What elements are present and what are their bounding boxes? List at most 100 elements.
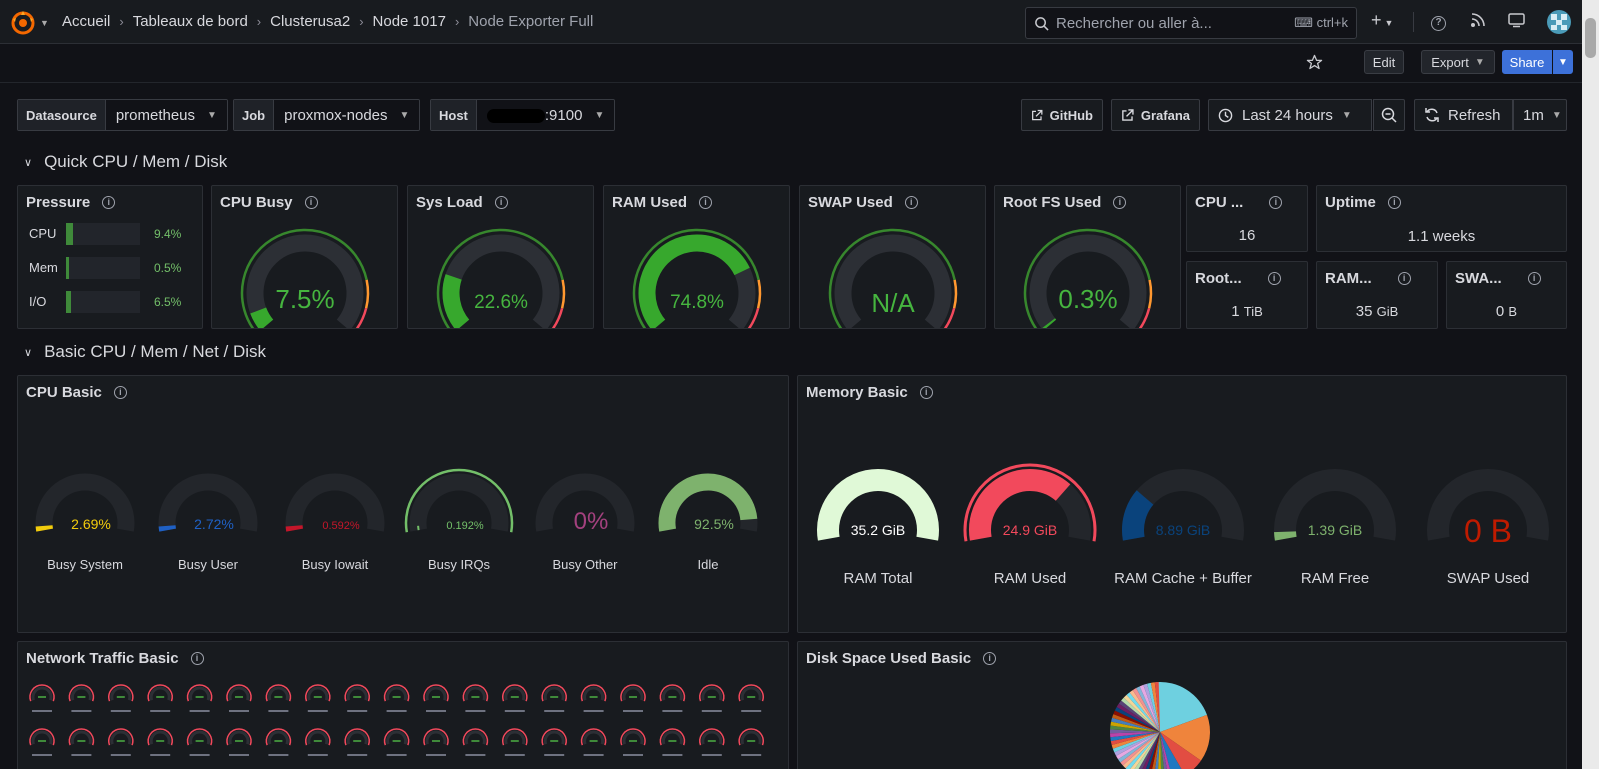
redacted-area xyxy=(486,108,545,123)
info-icon[interactable]: i xyxy=(1267,272,1281,285)
gauge-threshold-ring xyxy=(436,228,566,328)
scrollbar-thumb[interactable] xyxy=(1585,18,1596,58)
gauge-track xyxy=(622,686,644,701)
shortcut-label: ctrl+k xyxy=(1316,15,1348,30)
gauge-chart: 0.3% xyxy=(1023,228,1153,328)
gauge-threshold-ring xyxy=(423,684,449,702)
panel-cpu-cores[interactable]: CPU ... i 16 xyxy=(1186,185,1308,252)
variable-job[interactable]: Job proxmox-nodes ▼ xyxy=(233,99,421,131)
gauge-label-mark xyxy=(110,710,131,712)
gauge-threshold-ring xyxy=(108,728,134,746)
variable-host[interactable]: Host :9100 ▼ xyxy=(430,99,616,131)
info-icon[interactable]: i xyxy=(190,652,204,665)
news-rss-icon[interactable] xyxy=(1470,12,1486,32)
info-icon[interactable]: i xyxy=(1387,196,1401,209)
gauge-threshold-red xyxy=(551,307,564,328)
info-icon[interactable]: i xyxy=(1269,196,1283,209)
panel-uptime[interactable]: Uptime i 1.1 weeks xyxy=(1316,185,1567,252)
search-input[interactable]: Rechercher ou aller à... ⌨ ctrl+k xyxy=(1025,7,1357,39)
panel-title-text: Sys Load xyxy=(416,194,483,211)
panel-pressure[interactable]: Pressure i CPU 9.4% Mem 0.5% I/O 6.5% xyxy=(17,185,203,329)
clock-icon xyxy=(1218,108,1233,122)
gauge-value-mark xyxy=(432,740,440,742)
time-range-picker[interactable]: Last 24 hours ▼ xyxy=(1208,99,1372,131)
grafana-logo[interactable]: ▼ xyxy=(10,10,50,36)
zoom-out-button[interactable] xyxy=(1373,99,1405,131)
panel-disk-space-used-basic[interactable]: Disk Space Used Basic i xyxy=(797,641,1567,769)
page-scrollbar[interactable] xyxy=(1582,0,1599,769)
info-icon[interactable]: i xyxy=(919,386,933,399)
info-icon[interactable]: i xyxy=(1527,272,1541,285)
github-link-button[interactable]: GitHub xyxy=(1021,99,1103,131)
export-button[interactable]: Export ▼ xyxy=(1421,50,1495,74)
panel-memory-basic[interactable]: Memory Basic i 35.2 GiB RAM Total 24.9 GiB R… xyxy=(797,375,1567,633)
gauge-track xyxy=(464,686,486,701)
gauge-value-arc xyxy=(658,473,758,532)
breadcrumb-home[interactable]: Accueil xyxy=(62,13,111,30)
panel-title: CPU Basic i xyxy=(26,384,127,401)
network-mini-gauge xyxy=(462,684,489,712)
panel-root-fs-used[interactable]: Root FS Used i 0.3% xyxy=(994,185,1181,329)
refresh-button[interactable]: Refresh xyxy=(1414,99,1513,131)
breadcrumb-folder[interactable]: Clusterusa2 xyxy=(270,13,351,30)
panel-cpu-busy[interactable]: CPU Busy i 7.5% xyxy=(211,185,398,329)
variable-value[interactable]: proxmox-nodes ▼ xyxy=(274,100,420,130)
breadcrumb-subfolder[interactable]: Node 1017 xyxy=(372,13,446,30)
edit-button[interactable]: Edit xyxy=(1364,50,1404,74)
gauge-label: Busy User xyxy=(178,557,239,572)
info-icon[interactable]: i xyxy=(699,196,713,209)
panel-swap-used[interactable]: SWAP Used i N/A xyxy=(799,185,986,329)
kiosk-mode-icon[interactable] xyxy=(1508,12,1525,32)
panel-title-text: SWAP Used xyxy=(808,194,893,211)
row-quick-cpu-mem-disk[interactable]: ∨ Quick CPU / Mem / Disk xyxy=(24,152,227,172)
gauge-value-mark xyxy=(313,740,322,742)
gauge-value: 0 B xyxy=(1464,513,1512,549)
panel-ram-total[interactable]: RAM... i 35 GiB xyxy=(1316,261,1438,329)
gauge-value-mark xyxy=(510,696,519,698)
info-icon[interactable]: i xyxy=(102,196,116,209)
share-button[interactable]: Share xyxy=(1502,50,1552,74)
info-icon[interactable]: i xyxy=(113,386,127,399)
add-new-icon[interactable]: + ▼ xyxy=(1371,10,1394,30)
info-icon[interactable]: i xyxy=(494,196,508,209)
panel-rootfs-total[interactable]: Root... i 1 TiB xyxy=(1186,261,1308,329)
share-dropdown-button[interactable]: ▼ xyxy=(1553,50,1573,74)
pie-slice xyxy=(1126,692,1160,732)
row-basic-cpu-mem-net-disk[interactable]: ∨ Basic CPU / Mem / Net / Disk xyxy=(24,342,266,362)
panel-cpu-basic[interactable]: CPU Basic i 2.69% Busy System 2.72% Busy Use… xyxy=(17,375,789,633)
help-icon[interactable]: ? xyxy=(1431,12,1446,31)
gauge-label-mark xyxy=(307,710,328,712)
info-icon[interactable]: i xyxy=(904,196,918,209)
gauge-threshold-red xyxy=(943,307,956,328)
info-icon[interactable]: i xyxy=(1113,196,1127,209)
gauge-label: RAM Used xyxy=(994,570,1067,587)
variable-value[interactable]: :9100 ▼ xyxy=(476,100,615,130)
pressure-label: CPU xyxy=(29,226,57,241)
variable-datasource[interactable]: Datasource prometheus ▼ xyxy=(17,99,228,131)
chevron-down-icon: ▼ xyxy=(594,109,605,121)
pie-slice xyxy=(1160,732,1182,769)
panel-ram-used[interactable]: RAM Used i 74.8% xyxy=(603,185,790,329)
refresh-interval-picker[interactable]: 1m ▼ xyxy=(1513,99,1567,131)
pie-slice xyxy=(1129,690,1160,732)
avatar[interactable] xyxy=(1547,10,1571,34)
variable-value[interactable]: prometheus ▼ xyxy=(105,100,227,130)
gauge-track xyxy=(346,730,368,745)
star-icon[interactable] xyxy=(1306,54,1323,76)
gauge-track xyxy=(1274,469,1396,541)
breadcrumb-dashboards[interactable]: Tableaux de bord xyxy=(132,13,248,30)
info-icon[interactable]: i xyxy=(1397,272,1411,285)
gauge-threshold-ring xyxy=(305,728,331,746)
panel-sys-load[interactable]: Sys Load i 22.6% xyxy=(407,185,594,329)
pie-slice xyxy=(1114,707,1160,732)
breadcrumb-separator: › xyxy=(454,14,460,29)
pressure-label: I/O xyxy=(29,294,47,309)
panel-network-traffic-basic[interactable]: Network Traffic Basic i xyxy=(17,641,789,769)
gauge-threshold-ring xyxy=(186,684,213,702)
gauge-label-mark xyxy=(662,754,683,756)
gauge-threshold-ring xyxy=(580,728,607,746)
info-icon[interactable]: i xyxy=(304,196,318,209)
info-icon[interactable]: i xyxy=(983,652,997,665)
panel-swap-total[interactable]: SWA... i 0 B xyxy=(1446,261,1567,329)
grafana-link-button[interactable]: Grafana xyxy=(1111,99,1200,131)
